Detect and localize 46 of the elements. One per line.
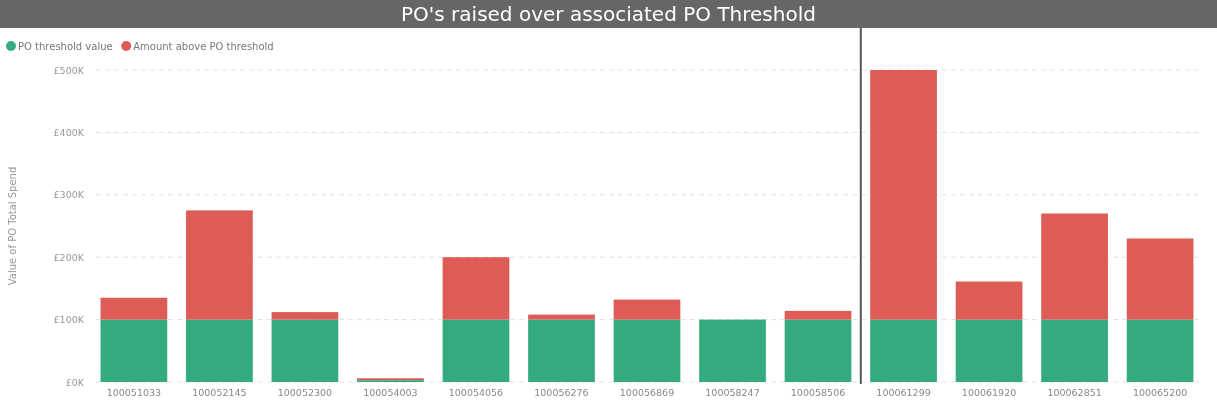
x-tick-label: 100061920 — [961, 387, 1017, 398]
y-tick-label: £400K — [53, 126, 85, 138]
bar — [1041, 213, 1108, 320]
bar — [442, 319, 510, 382]
bar — [613, 299, 681, 320]
x-tick-label: 100062851 — [1047, 387, 1102, 398]
bar — [442, 257, 510, 320]
y-axis-title: Value of PO Total Spend — [7, 166, 18, 286]
x-tick-label: 100052145 — [192, 387, 247, 398]
bar — [1126, 319, 1194, 382]
y-tick-label: £200K — [53, 251, 85, 263]
bar — [1041, 319, 1108, 382]
bar — [870, 70, 937, 320]
bar — [955, 319, 1023, 382]
y-tick-label: £100K — [53, 314, 85, 326]
bar — [1126, 238, 1194, 320]
bar — [784, 310, 852, 320]
bar — [186, 210, 253, 320]
bar — [528, 314, 595, 320]
x-tick-label: 100058247 — [705, 387, 760, 398]
x-tick-label: 100056869 — [619, 387, 675, 398]
x-tick-label: 100051033 — [106, 387, 162, 398]
bar — [100, 297, 168, 320]
y-tick-label: £500K — [53, 64, 85, 76]
x-tick-label: 100058506 — [790, 387, 846, 398]
y-tick-label: £0K — [65, 376, 85, 388]
bar — [955, 281, 1023, 320]
legend-label: PO threshold value — [18, 41, 113, 52]
x-tick-label: 100061299 — [876, 387, 931, 398]
x-tick-label: 100054056 — [448, 387, 504, 398]
legend-label: Amount above PO threshold — [133, 41, 274, 52]
bar — [271, 319, 339, 382]
x-tick-label: 100065200 — [1132, 387, 1188, 398]
bar — [271, 312, 339, 320]
chart-title: PO's raised over associated PO Threshold — [401, 2, 816, 26]
bar — [784, 319, 852, 382]
bar — [100, 319, 168, 382]
x-tick-label: 100054003 — [363, 387, 418, 398]
bar — [186, 319, 253, 382]
bar — [528, 319, 595, 382]
x-tick-label: 100056276 — [534, 387, 589, 398]
bar — [613, 319, 681, 382]
x-tick-label: 100052300 — [277, 387, 333, 398]
y-tick-label: £300K — [53, 189, 85, 201]
bar — [870, 319, 937, 382]
bar — [699, 319, 766, 382]
